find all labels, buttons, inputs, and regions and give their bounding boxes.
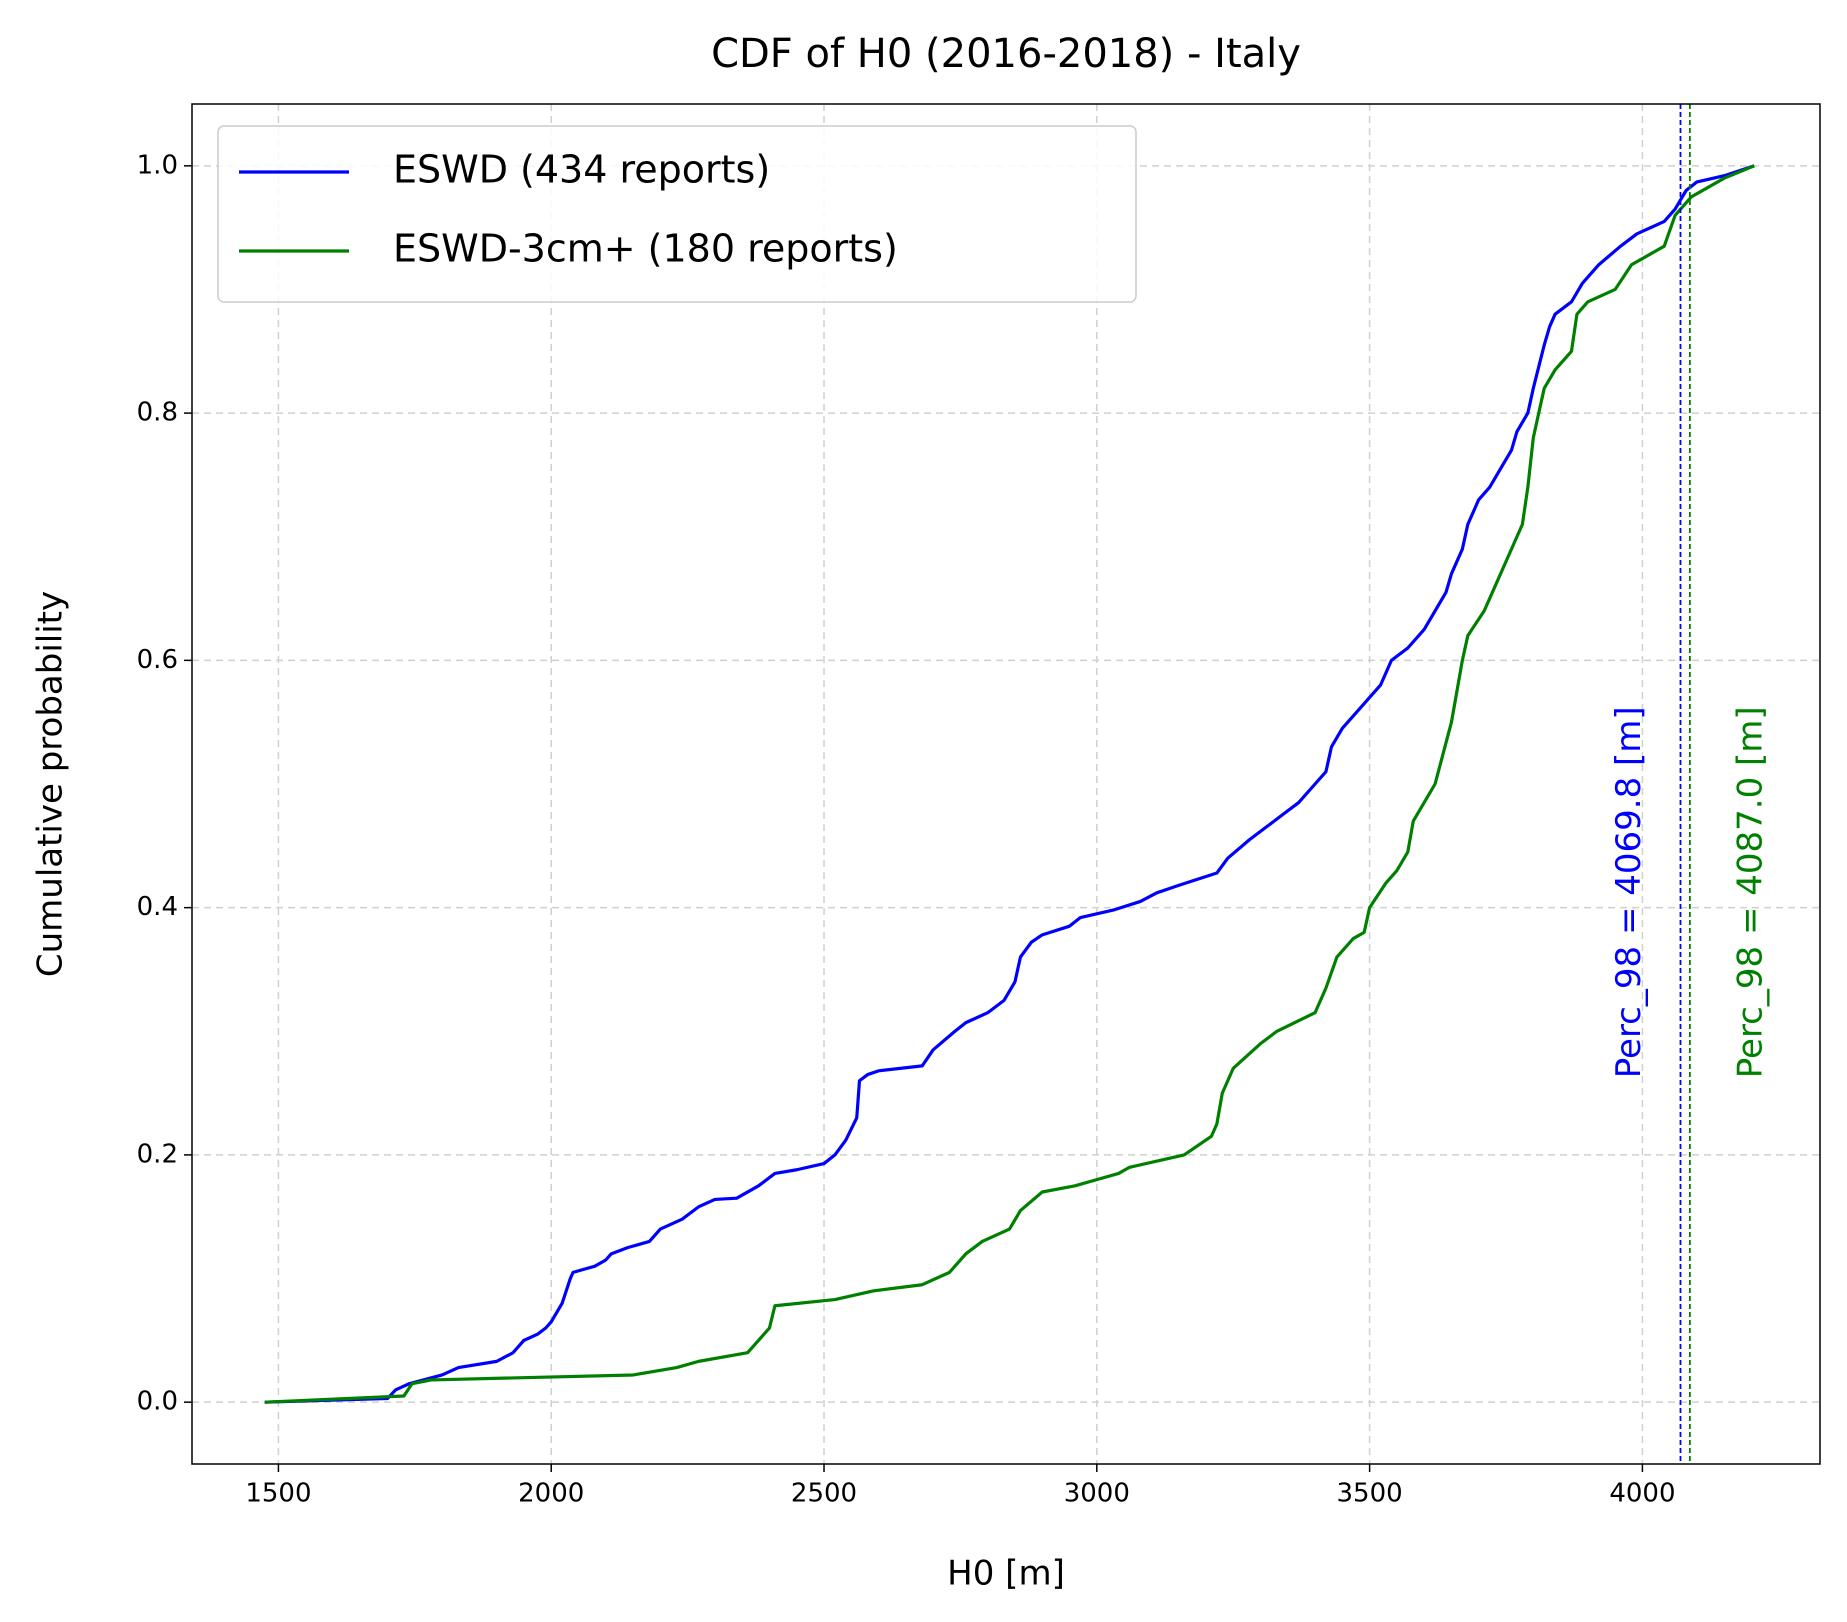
legend: ESWD (434 reports) ESWD-3cm+ (180 reports… [217,125,1137,303]
x-tick-label: 2500 [791,1479,857,1509]
legend-label: ESWD-3cm+ (180 reports) [393,227,898,271]
x-tick-label: 2000 [518,1479,584,1509]
data-line [264,164,1755,1404]
y-tick-label: 1.0 [137,150,178,180]
y-tick-label: 0.6 [137,645,178,675]
x-axis-label: H0 [m] [947,1554,1065,1594]
x-tick-label: 3500 [1337,1479,1403,1509]
percentile-label: Perc_98 = 4069.8 [m] [1609,706,1649,1078]
plot-frame [191,103,1821,1465]
legend-label: ESWD (434 reports) [393,148,770,192]
x-tick-label: 4000 [1609,1479,1675,1509]
x-tick-label: 3000 [1064,1479,1130,1509]
x-tick-label: 1500 [245,1479,311,1509]
y-tick-label: 0.4 [137,892,178,922]
percentile-label: Perc_98 = 4087.0 [m] [1730,706,1770,1078]
legend-box [217,125,1137,303]
data-line [264,164,1755,1404]
y-tick-label: 0.2 [137,1139,178,1169]
y-tick-label: 0.8 [137,398,178,428]
chart-title: CDF of H0 (2016-2018) - Italy [711,31,1301,77]
y-tick-label: 0.0 [137,1387,178,1417]
y-axis-label: Cumulative probability [31,591,71,977]
